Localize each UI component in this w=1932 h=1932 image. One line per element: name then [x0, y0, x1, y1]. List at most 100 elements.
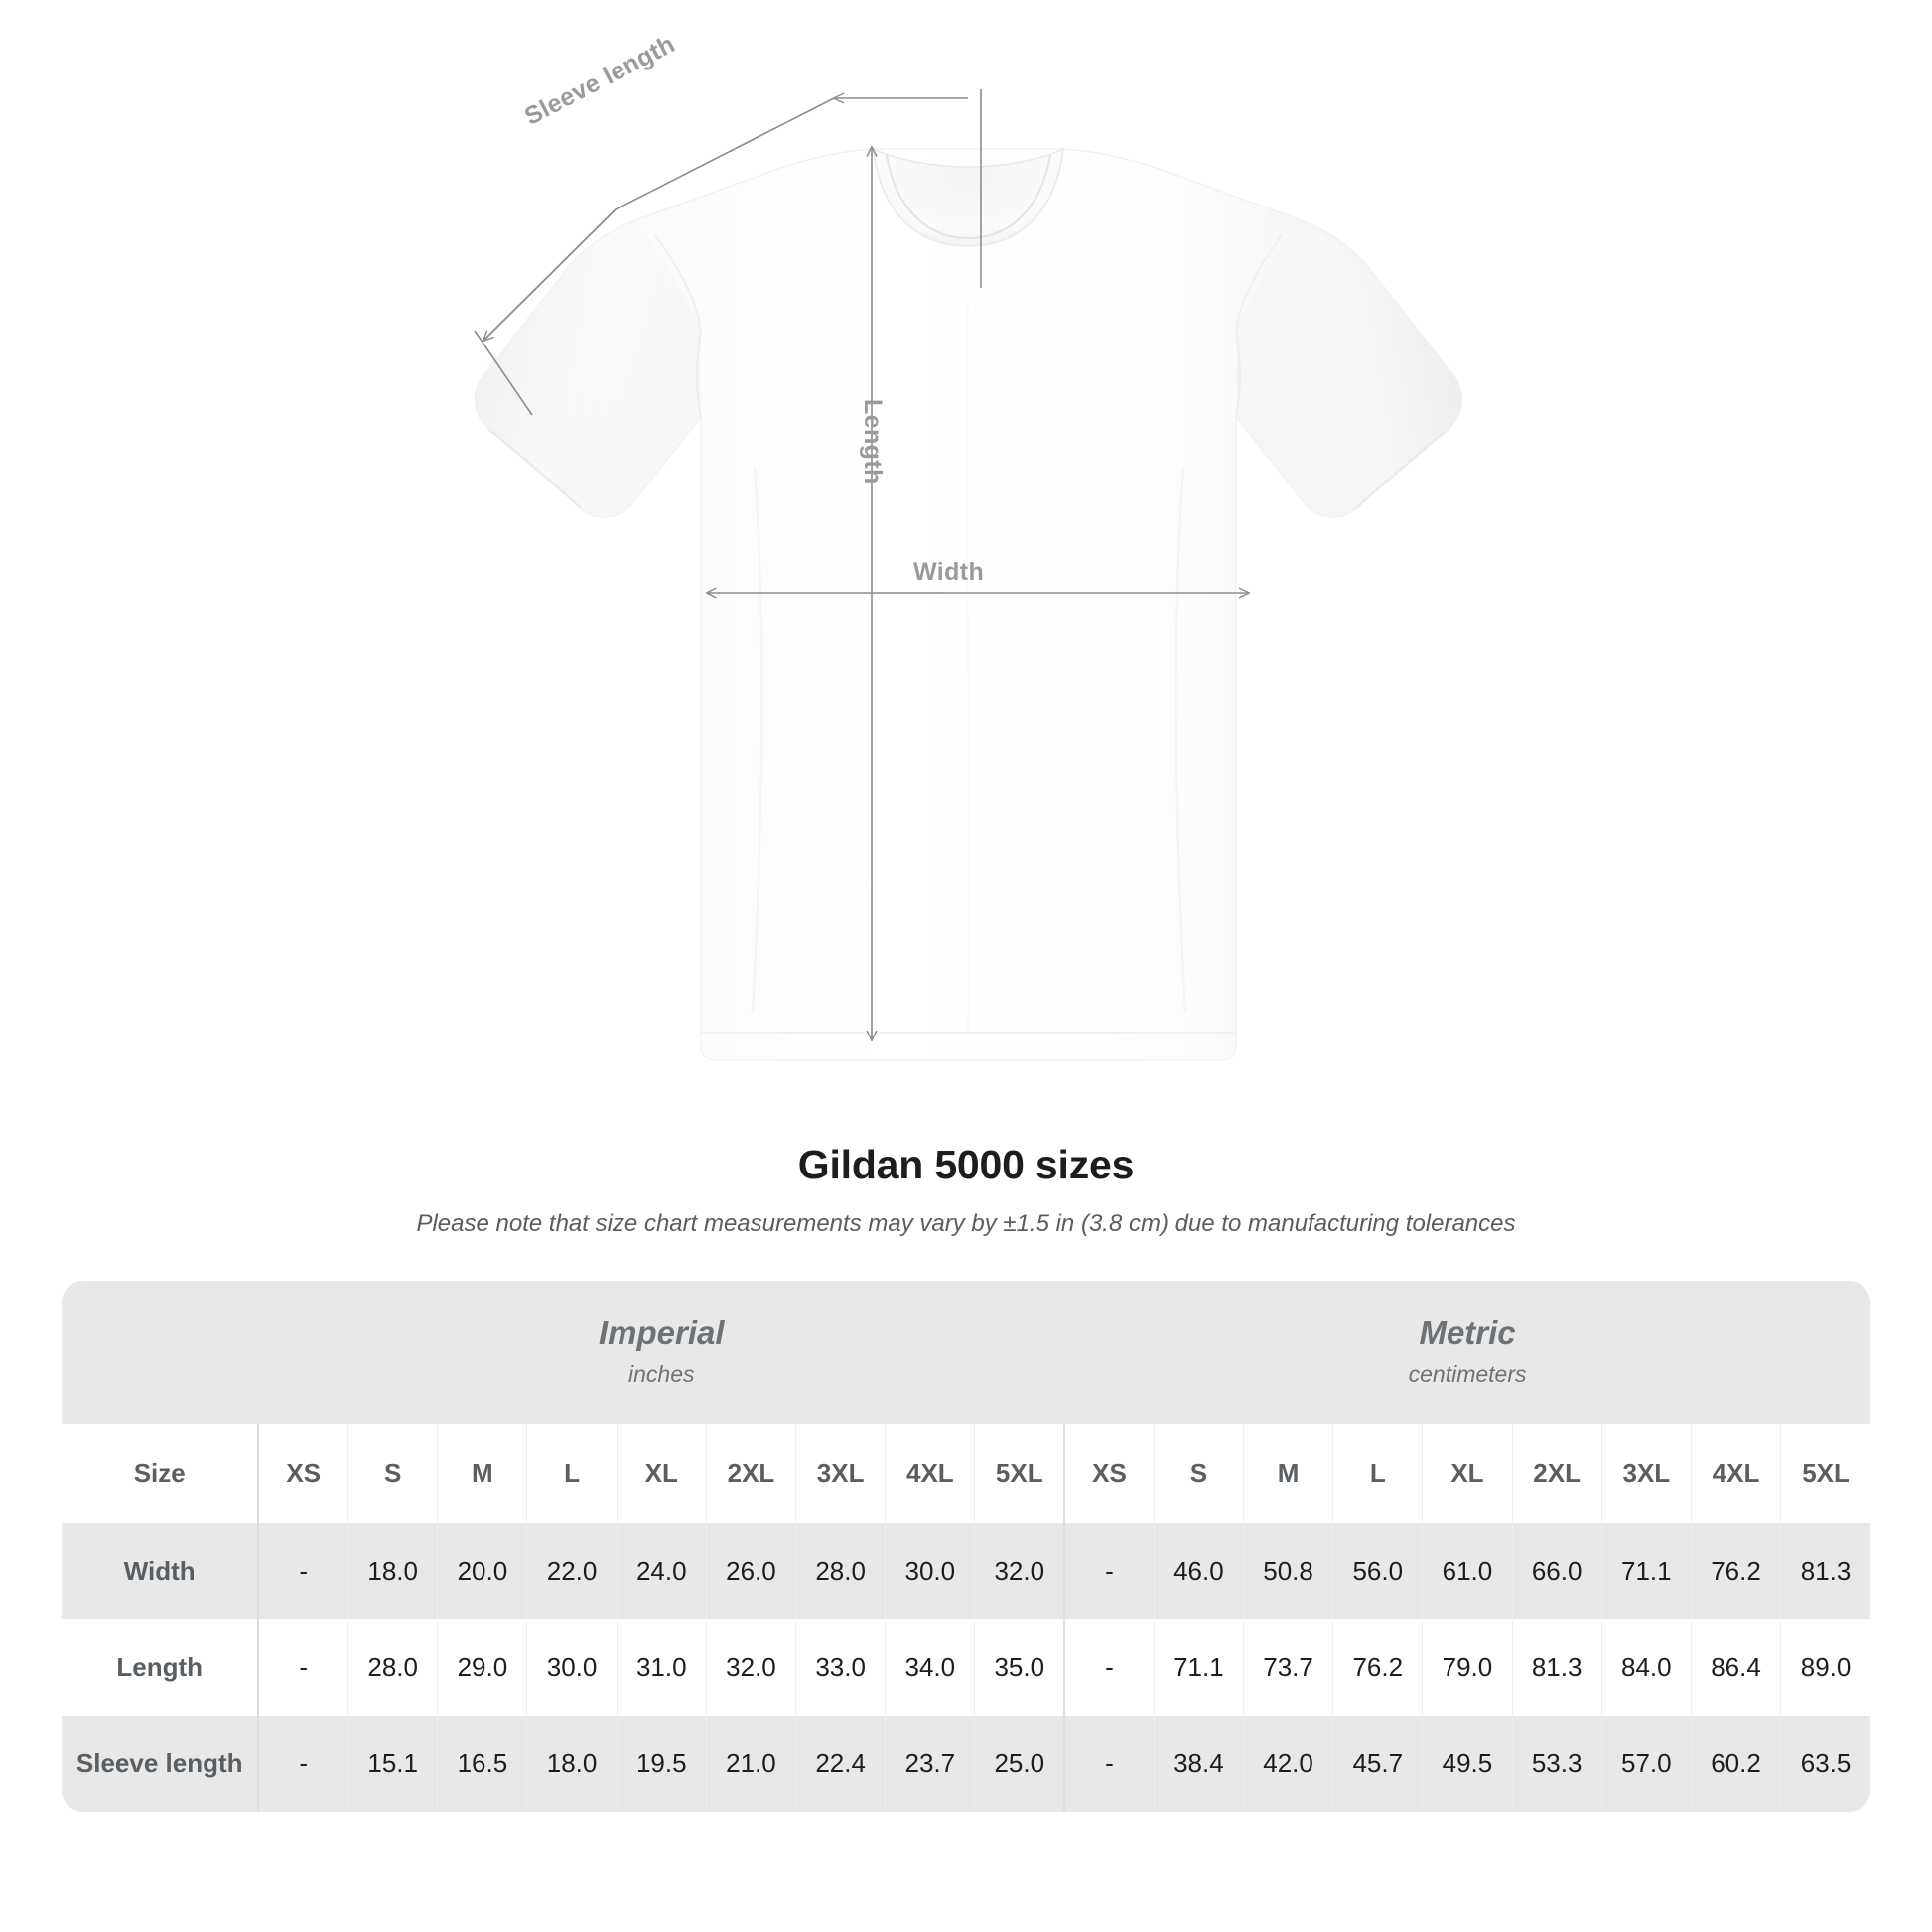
header-imperial-m: M [437, 1424, 528, 1523]
length-label: Length [859, 399, 887, 484]
header-imperial-3xl: 3XL [795, 1424, 887, 1523]
unit-imperial-cell: Imperial inches [258, 1281, 1065, 1424]
cell-sleeve-metric-s: 38.4 [1154, 1716, 1244, 1812]
row-label-width: Width [62, 1523, 260, 1619]
width-label: Width [913, 558, 985, 586]
table-row: Length - 28.0 29.0 30.0 31.0 32.0 33.0 3… [62, 1619, 1870, 1716]
cell-width-imperial-4xl: 30.0 [885, 1523, 976, 1619]
cell-length-metric-5xl: 89.0 [1780, 1619, 1870, 1716]
cell-sleeve-metric-l: 45.7 [1332, 1716, 1424, 1812]
tshirt-diagram: Sleeve length Length Width [474, 30, 1463, 1061]
unit-metric-name: Metric [1419, 1314, 1516, 1351]
header-metric-2xl: 2XL [1512, 1424, 1602, 1523]
cell-sleeve-metric-2xl: 53.3 [1512, 1716, 1602, 1812]
cell-length-imperial-s: 28.0 [347, 1619, 439, 1716]
cell-length-metric-3xl: 84.0 [1601, 1619, 1692, 1716]
header-imperial-xs: XS [258, 1424, 349, 1523]
measurement-arrows [474, 89, 1249, 1040]
tshirt-illustration [474, 89, 1463, 1061]
unit-imperial-name: Imperial [598, 1314, 725, 1351]
cell-width-metric-3xl: 71.1 [1601, 1523, 1692, 1619]
cell-width-imperial-l: 22.0 [526, 1523, 618, 1619]
cell-sleeve-imperial-m: 16.5 [437, 1716, 528, 1812]
cell-length-imperial-4xl: 34.0 [885, 1619, 976, 1716]
header-imperial-5xl: 5XL [974, 1424, 1066, 1523]
cell-sleeve-metric-xl: 49.5 [1422, 1716, 1513, 1812]
header-metric-4xl: 4XL [1691, 1424, 1782, 1523]
sleeve-tick-left [474, 330, 533, 416]
cell-width-metric-4xl: 76.2 [1691, 1523, 1782, 1619]
unit-metric-cell: Metric centimeters [1064, 1281, 1870, 1424]
cell-length-imperial-l: 30.0 [526, 1619, 618, 1716]
cell-sleeve-metric-m: 42.0 [1243, 1716, 1334, 1812]
cell-length-imperial-5xl: 35.0 [974, 1619, 1066, 1716]
header-imperial-s: S [347, 1424, 439, 1523]
size-table: Imperial inches Metric centimeters Size … [62, 1281, 1870, 1812]
header-metric-xs: XS [1064, 1424, 1155, 1523]
cell-sleeve-metric-5xl: 63.5 [1780, 1716, 1870, 1812]
table-row: Width - 18.0 20.0 22.0 24.0 26.0 28.0 30… [62, 1523, 1870, 1619]
cell-sleeve-imperial-3xl: 22.4 [795, 1716, 887, 1812]
cell-width-metric-5xl: 81.3 [1780, 1523, 1870, 1619]
size-header-row: Size XS S M L XL 2XL 3XL 4XL 5XL XS S M … [62, 1424, 1870, 1523]
header-imperial-4xl: 4XL [885, 1424, 976, 1523]
cell-sleeve-metric-3xl: 57.0 [1601, 1716, 1692, 1812]
cell-sleeve-imperial-xs: - [258, 1716, 349, 1812]
cell-sleeve-metric-xs: - [1064, 1716, 1155, 1812]
cell-sleeve-metric-4xl: 60.2 [1691, 1716, 1782, 1812]
cell-length-imperial-2xl: 32.0 [706, 1619, 797, 1716]
cell-width-imperial-xl: 24.0 [617, 1523, 707, 1619]
sleeve-arrow-end [483, 208, 617, 341]
page-subtitle: Please note that size chart measurements… [416, 1210, 1516, 1237]
cell-width-metric-m: 50.8 [1243, 1523, 1334, 1619]
cell-length-imperial-m: 29.0 [437, 1619, 528, 1716]
cell-length-imperial-xs: - [258, 1619, 349, 1716]
unit-system-row: Imperial inches Metric centimeters [62, 1281, 1870, 1424]
header-metric-l: L [1332, 1424, 1424, 1523]
table-row: Sleeve length - 15.1 16.5 18.0 19.5 21.0… [62, 1716, 1870, 1812]
header-size-label: Size [62, 1424, 260, 1523]
cell-width-metric-s: 46.0 [1154, 1523, 1244, 1619]
cell-sleeve-imperial-2xl: 21.0 [706, 1716, 797, 1812]
header-metric-s: S [1154, 1424, 1244, 1523]
cell-width-metric-2xl: 66.0 [1512, 1523, 1602, 1619]
cell-length-metric-m: 73.7 [1243, 1619, 1334, 1716]
cell-width-metric-xs: - [1064, 1523, 1155, 1619]
cell-sleeve-imperial-s: 15.1 [347, 1716, 439, 1812]
header-metric-5xl: 5XL [1780, 1424, 1870, 1523]
header-imperial-l: L [526, 1424, 618, 1523]
tshirt-shape [474, 147, 1463, 1061]
cell-length-imperial-xl: 31.0 [617, 1619, 707, 1716]
cell-length-metric-s: 71.1 [1154, 1619, 1244, 1716]
page-title: Gildan 5000 sizes [797, 1142, 1135, 1187]
row-label-sleeve-length: Sleeve length [62, 1716, 260, 1812]
header-imperial-xl: XL [617, 1424, 707, 1523]
size-table-container: Imperial inches Metric centimeters Size … [62, 1281, 1870, 1812]
cell-sleeve-imperial-l: 18.0 [526, 1716, 618, 1812]
unit-metric-sub: centimeters [1408, 1361, 1527, 1387]
cell-sleeve-imperial-4xl: 23.7 [885, 1716, 976, 1812]
header-metric-3xl: 3XL [1601, 1424, 1692, 1523]
cell-width-imperial-m: 20.0 [437, 1523, 528, 1619]
cell-sleeve-imperial-5xl: 25.0 [974, 1716, 1066, 1812]
unit-spacer [62, 1281, 259, 1424]
header-metric-m: M [1243, 1424, 1334, 1523]
cell-width-imperial-3xl: 28.0 [795, 1523, 887, 1619]
cell-width-imperial-xs: - [258, 1523, 349, 1619]
unit-imperial-sub: inches [628, 1361, 695, 1387]
header-imperial-2xl: 2XL [706, 1424, 797, 1523]
cell-length-metric-4xl: 86.4 [1691, 1619, 1782, 1716]
title-block: Gildan 5000 sizes Please note that size … [0, 1142, 1932, 1238]
row-label-length: Length [62, 1619, 260, 1716]
cell-sleeve-imperial-xl: 19.5 [617, 1716, 707, 1812]
cell-length-metric-xl: 79.0 [1422, 1619, 1513, 1716]
cell-length-metric-xs: - [1064, 1619, 1155, 1716]
cell-width-metric-l: 56.0 [1332, 1523, 1424, 1619]
header-metric-xl: XL [1422, 1424, 1513, 1523]
cell-length-metric-2xl: 81.3 [1512, 1619, 1602, 1716]
cell-width-metric-xl: 61.0 [1422, 1523, 1513, 1619]
cell-length-imperial-3xl: 33.0 [795, 1619, 887, 1716]
cell-length-metric-l: 76.2 [1332, 1619, 1424, 1716]
cell-width-imperial-5xl: 32.0 [974, 1523, 1066, 1619]
